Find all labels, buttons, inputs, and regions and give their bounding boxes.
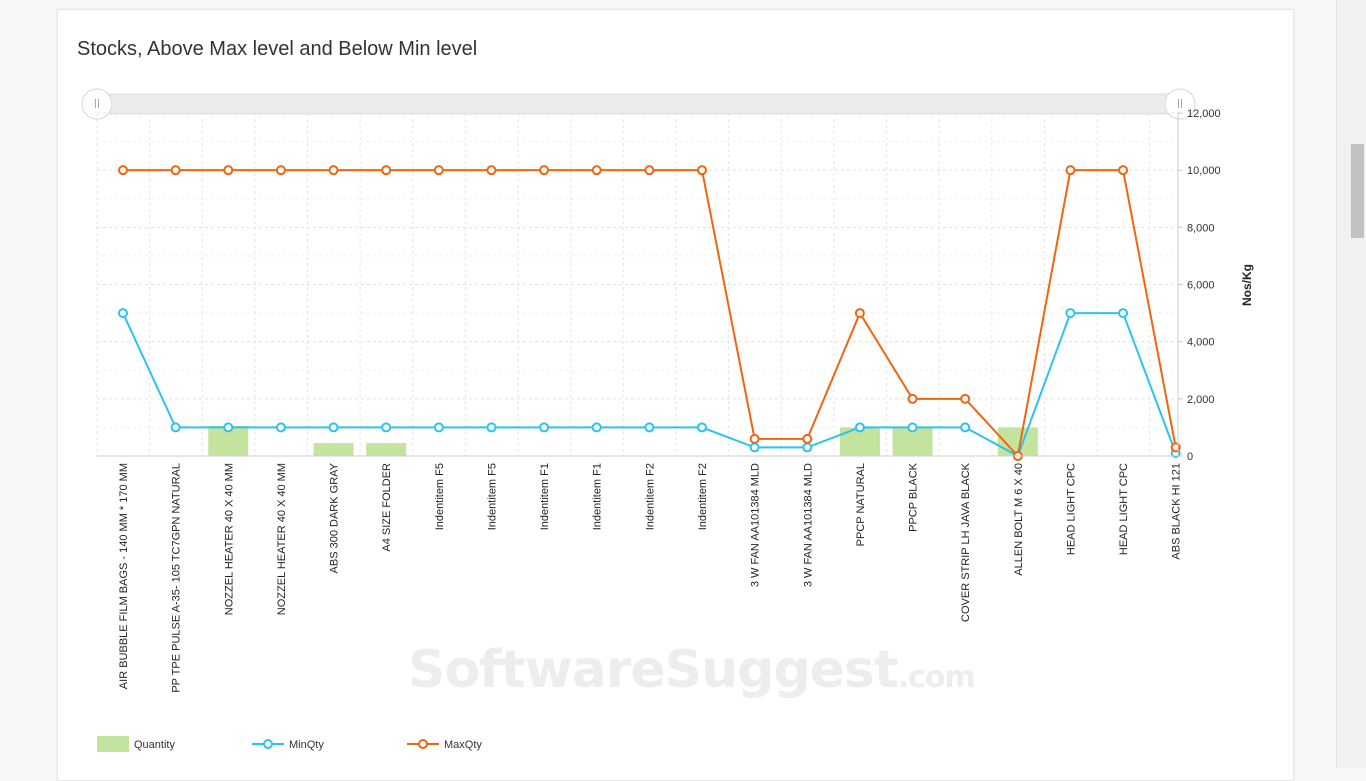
x-tick-label: Indentitem F2 — [697, 463, 709, 530]
bar-quantity — [366, 443, 407, 456]
point-maxqty — [802, 433, 813, 444]
point-minqty — [1118, 308, 1129, 319]
x-tick-label: ABS 300 DARK GRAY — [329, 462, 341, 573]
point-maxqty — [696, 165, 707, 176]
point-minqty — [118, 308, 128, 319]
x-tick-label: Indentitem F1 — [592, 463, 604, 530]
chart-title: Stocks, Above Max level and Below Min le… — [77, 38, 478, 60]
point-maxqty — [381, 165, 392, 176]
point-maxqty — [223, 165, 234, 176]
point-maxqty — [433, 165, 444, 176]
zoom-handle-right[interactable] — [1164, 88, 1196, 120]
point-minqty — [907, 422, 918, 433]
x-tick-label: Indentitem F5 — [434, 463, 446, 530]
y-tick-label: 6,000 — [1187, 280, 1215, 292]
legend-label: MaxQty — [444, 739, 482, 751]
x-tick-label: PP TPE PULSE A-35- 105 TC7GPN NATURAL — [171, 463, 183, 693]
y-tick-label: 0 — [1187, 451, 1193, 463]
point-minqty — [433, 422, 444, 433]
y-tick-label: 10,000 — [1187, 165, 1221, 177]
y-axis: 0 2,000 4,000 6,000 8,000 10,000 12,000 Nos/Kg — [97, 108, 1254, 463]
point-minqty — [960, 422, 971, 433]
point-minqty — [170, 422, 181, 433]
point-minqty — [644, 422, 655, 433]
point-maxqty — [960, 393, 971, 404]
point-minqty — [275, 422, 286, 433]
point-minqty — [591, 422, 602, 433]
point-maxqty — [907, 393, 918, 404]
grid — [96, 112, 1178, 457]
point-minqty — [854, 422, 865, 433]
x-tick-label: HEAD LIGHT CPC — [1065, 463, 1077, 555]
point-maxqty — [591, 165, 602, 176]
y-tick-label: 4,000 — [1187, 337, 1215, 349]
point-minqty — [749, 442, 760, 453]
legend-swatch-marker — [263, 739, 273, 749]
point-maxqty — [539, 165, 550, 176]
point-maxqty — [749, 433, 760, 444]
watermark: SoftwareSuggest.com — [408, 640, 976, 700]
point-maxqty — [644, 165, 655, 176]
legend-item-quantity: Quantity — [97, 736, 175, 752]
x-tick-label: NOZZEL HEATER 40 X 40 MM — [223, 463, 235, 615]
point-maxqty — [486, 165, 497, 176]
point-minqty — [539, 422, 550, 433]
line-series — [118, 165, 1181, 461]
x-tick-label: A4 SIZE FOLDER — [381, 463, 393, 552]
x-tick-label: Indentitem F2 — [644, 463, 656, 530]
y-tick-label: 2,000 — [1187, 394, 1215, 406]
x-tick-label: ALLEN BOLT M 6 X 40 — [1013, 463, 1025, 576]
point-minqty — [223, 422, 234, 433]
x-tick-label: PPCP BLACK — [908, 462, 920, 532]
point-maxqty — [1118, 165, 1129, 176]
x-tick-label: 3 W FAN AA101384 MLD — [802, 463, 814, 587]
bar-quantity — [313, 443, 354, 456]
point-maxqty — [275, 165, 286, 176]
watermark-suffix: .com — [897, 660, 976, 695]
point-maxqty — [118, 165, 128, 176]
x-tick-label: Indentitem F1 — [539, 463, 551, 530]
x-tick-label: COVER STRIP LH JAVA BLACK — [960, 462, 972, 622]
x-tick-label: NOZZEL HEATER 40 X 40 MM — [276, 463, 288, 615]
bar-series — [208, 425, 1038, 456]
x-tick-label: PPCP NATURAL — [855, 463, 867, 546]
point-minqty — [1065, 308, 1076, 319]
legend-swatch-marker — [418, 739, 428, 749]
legend: Quantity MinQty MaxQty — [97, 736, 482, 752]
y-axis-title: Nos/Kg — [1240, 264, 1254, 306]
point-minqty — [381, 422, 392, 433]
y-tick-label: 8,000 — [1187, 222, 1215, 234]
x-axis: AIR BUBBLE FILM BAGS - 140 MM * 170 MM PP… — [118, 462, 1183, 692]
watermark-main: SoftwareSuggest — [408, 640, 899, 700]
legend-item-minqty: MinQty — [252, 739, 324, 751]
point-maxqty — [854, 308, 865, 319]
point-minqty — [328, 422, 339, 433]
zoom-range-track[interactable] — [96, 93, 1181, 115]
point-minqty — [696, 422, 707, 433]
x-tick-label: ABS BLACK HI 121 — [1171, 463, 1183, 560]
point-maxqty — [328, 165, 339, 176]
x-tick-label: HEAD LIGHT CPC — [1118, 463, 1130, 555]
x-tick-label: Indentitem F5 — [486, 463, 498, 530]
point-maxqty — [1065, 165, 1076, 176]
point-minqty — [486, 422, 497, 433]
point-maxqty — [1170, 442, 1181, 453]
y-tick-label: 12,000 — [1187, 108, 1221, 120]
point-minqty — [802, 442, 813, 453]
legend-item-maxqty: MaxQty — [407, 739, 482, 751]
page-scrollbar[interactable] — [1336, 0, 1366, 768]
page-scrollbar-thumb[interactable] — [1351, 144, 1364, 238]
x-tick-label: 3 W FAN AA101384 MLD — [750, 463, 762, 587]
legend-swatch — [97, 736, 129, 752]
point-maxqty — [170, 165, 181, 176]
x-tick-label: AIR BUBBLE FILM BAGS - 140 MM * 170 MM — [118, 463, 130, 689]
legend-label: Quantity — [134, 739, 175, 751]
legend-label: MinQty — [289, 739, 324, 751]
